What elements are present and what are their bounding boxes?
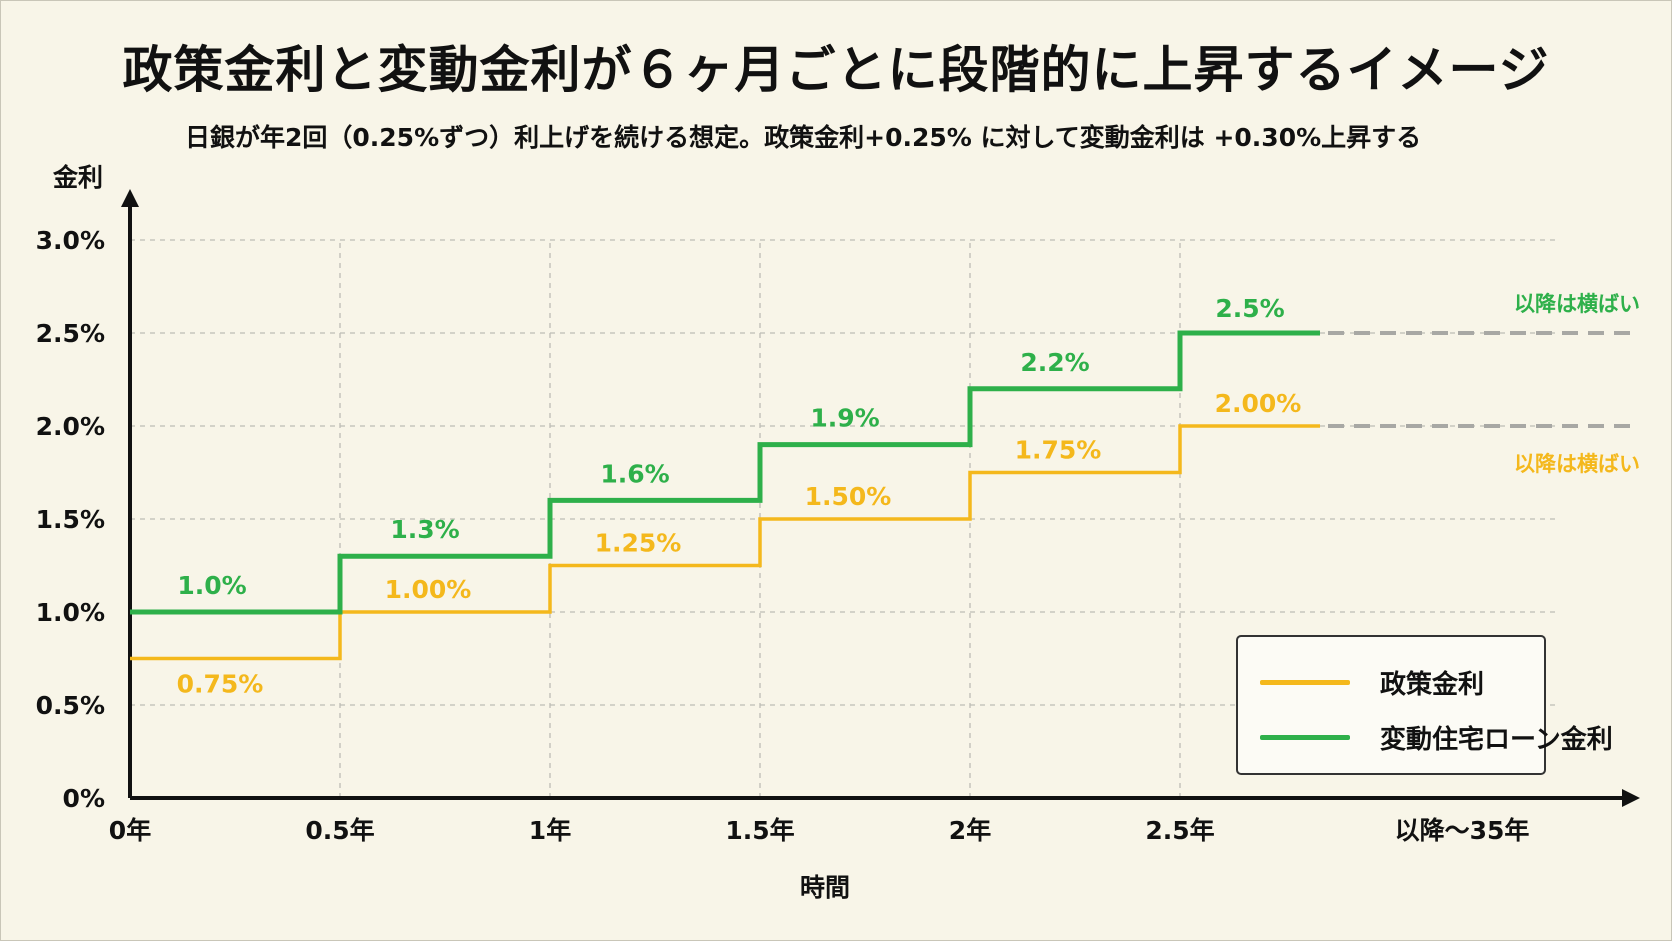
y-tick-label: 2.5%: [36, 319, 105, 348]
y-tick-label: 1.5%: [36, 505, 105, 534]
data-label-variable: 1.9%: [810, 404, 879, 433]
data-label-variable: 2.2%: [1020, 348, 1089, 377]
data-labels: 0.75% 1.00% 1.25% 1.50% 1.75% 2.00% 以降は横ばい 1.0%…: [177, 292, 1640, 699]
legend-label-variable: 変動住宅ローン金利: [1380, 724, 1613, 755]
y-tick-label: 1.0%: [36, 598, 105, 627]
data-label-variable: 1.3%: [390, 515, 459, 544]
y-tick-label: 0.5%: [36, 691, 105, 720]
series-line-variable: [130, 330, 1320, 615]
x-axis-arrow-icon: [1622, 789, 1640, 807]
series-lines: [130, 330, 1632, 661]
data-label-policy: 1.75%: [1015, 436, 1102, 465]
y-tick-label: 2.0%: [36, 412, 105, 441]
legend-label-policy: 政策金利: [1380, 669, 1485, 700]
legend: 政策金利 変動住宅ローン金利: [1236, 635, 1613, 775]
x-tick-label: 0年: [109, 816, 151, 845]
chart-subtitle: 日銀が年2回（0.25%ずつ）利上げを続ける想定。政策金利+0.25% に対して…: [185, 123, 1422, 152]
legend-swatch-variable: [1260, 734, 1350, 740]
y-tick-label: 0%: [63, 784, 105, 813]
tick-labels: 0% 0.5% 1.0% 1.5% 2.0% 2.5% 3.0% 0年 0.5年 1年 1.5年 2年…: [36, 226, 1530, 845]
data-label-variable: 2.5%: [1215, 294, 1284, 323]
legend-item-variable: 変動住宅ローン金利: [1260, 717, 1613, 757]
x-tick-label: 1.5年: [725, 816, 794, 845]
data-label-policy: 0.75%: [177, 670, 264, 699]
y-axis-arrow-icon: [121, 189, 139, 207]
x-tick-label: 2.5年: [1145, 816, 1214, 845]
series-line-policy: [130, 424, 1320, 661]
x-tick-label: 以降～35年: [1395, 816, 1530, 845]
note-flat-policy: 以降は横ばい: [1514, 452, 1640, 476]
axes: [121, 189, 1640, 807]
legend-swatch-policy: [1260, 679, 1350, 685]
data-label-policy: 1.25%: [595, 529, 682, 558]
data-label-variable: 1.6%: [600, 459, 669, 488]
x-tick-label: 0.5年: [305, 816, 374, 845]
note-flat-variable: 以降は横ばい: [1514, 292, 1640, 316]
data-label-policy: 1.00%: [385, 575, 472, 604]
x-axis-label: 時間: [800, 873, 850, 902]
x-tick-label: 1年: [529, 816, 571, 845]
data-label-policy: 2.00%: [1215, 389, 1302, 418]
legend-item-policy: 政策金利: [1260, 662, 1484, 702]
data-label-variable: 1.0%: [177, 571, 246, 600]
data-label-policy: 1.50%: [805, 482, 892, 511]
y-tick-label: 3.0%: [36, 226, 105, 255]
x-tick-label: 2年: [949, 816, 991, 845]
y-axis-label: 金利: [52, 163, 103, 192]
chart-title: 政策金利と変動金利が６ヶ月ごとに段階的に上昇するイメージ: [122, 41, 1550, 99]
